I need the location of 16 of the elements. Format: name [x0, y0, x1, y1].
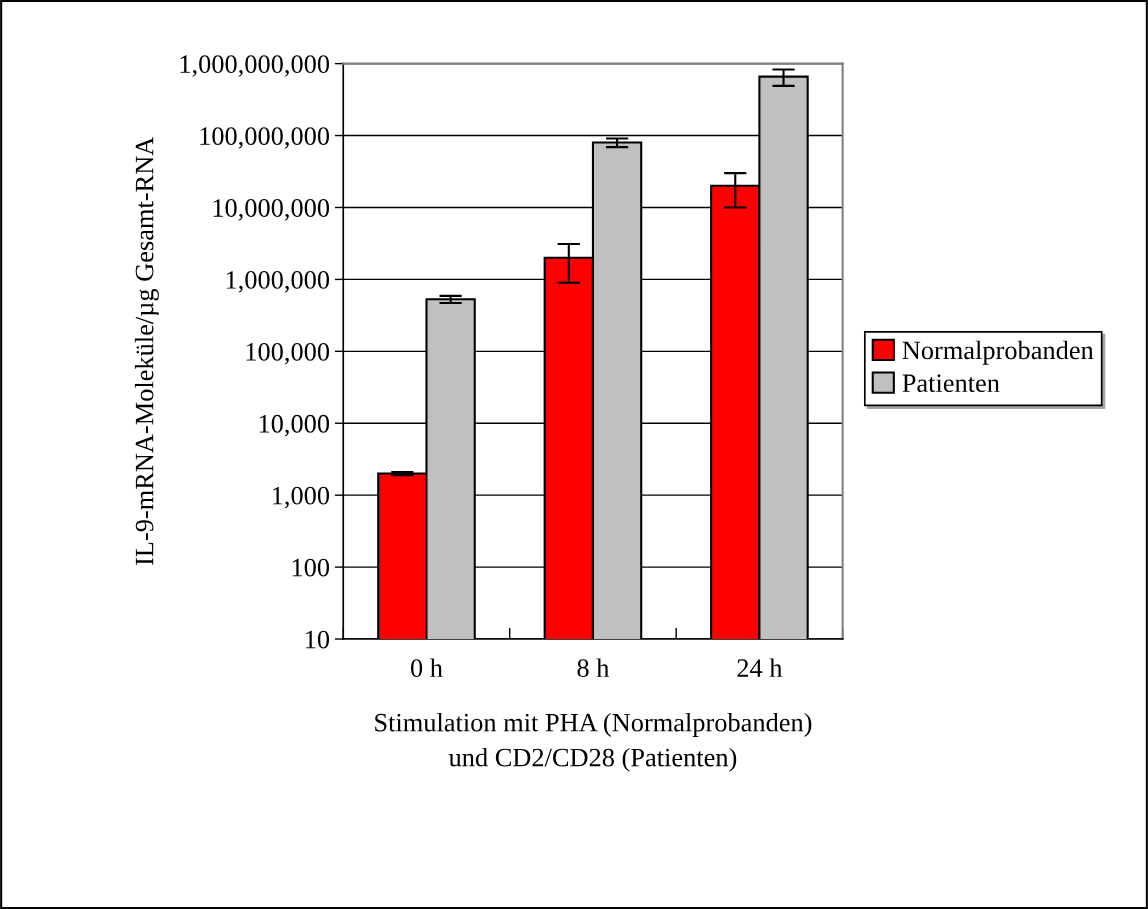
y-tick-label: 100,000 — [246, 342, 330, 365]
x-tick-label: 0 h — [411, 658, 443, 678]
y-tick-label: 10 — [305, 630, 330, 649]
y-tick-label: 1,000,000,000 — [180, 55, 330, 77]
legend-label: Patienten — [902, 374, 1000, 393]
x-axis-title: Stimulation mit PHA (Normalprobanden) und CD2/CD28 (Patienten) — [375, 712, 812, 772]
y-tick-label: 1,000,000 — [226, 271, 330, 293]
y-tick-label: 10,000 — [259, 414, 330, 437]
y-axis-title: IL-9-mRNA-Moleküle/µg Gesamt-RNA — [134, 136, 159, 566]
x-tick-label: 24 h — [737, 658, 783, 677]
y-tick-label: 1,000 — [273, 486, 330, 509]
y-tick-label: 10,000,000 — [213, 199, 330, 221]
y-tick-label: 100,000,000 — [200, 127, 330, 149]
y-tick-label: 100 — [292, 558, 330, 577]
x-tick-label: 8 h — [577, 658, 610, 678]
legend-label: Normalprobanden — [902, 340, 1094, 365]
